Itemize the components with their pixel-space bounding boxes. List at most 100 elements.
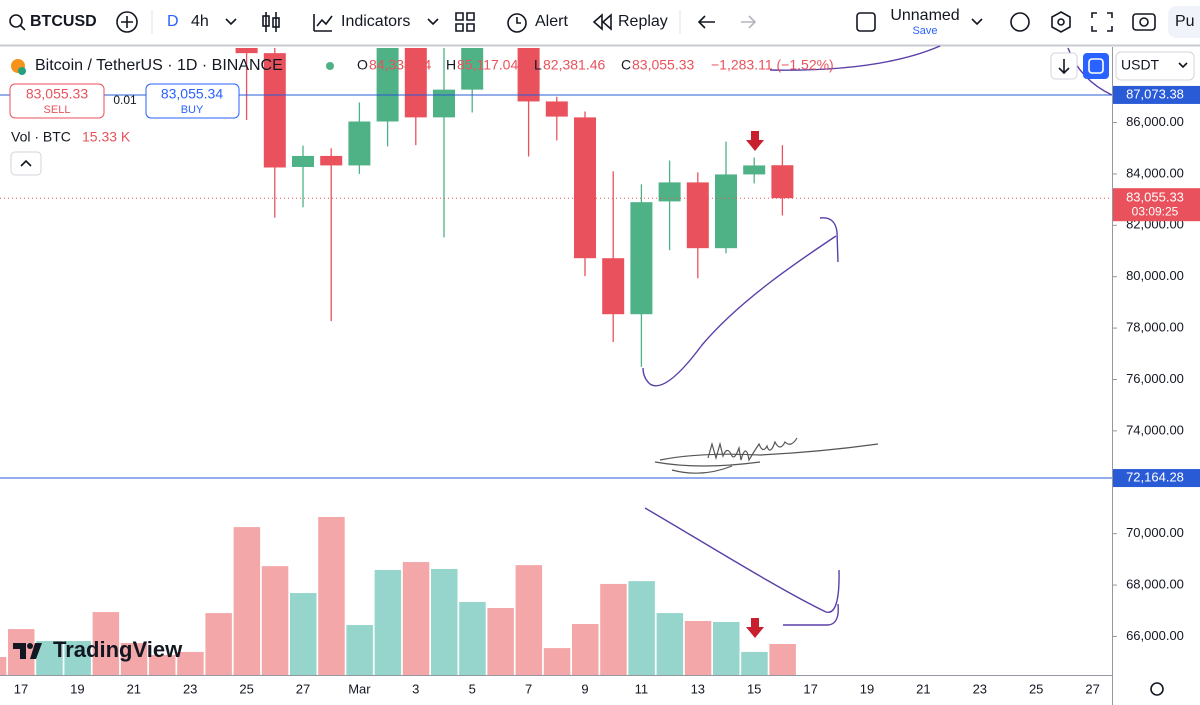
save[interactable]: Save xyxy=(912,25,937,37)
hline-label-bg xyxy=(1113,85,1200,104)
x-tick-label: 17 xyxy=(14,681,28,696)
collapse-button[interactable] xyxy=(10,151,42,176)
buy-price[interactable]: 83,055.34 xyxy=(161,86,223,102)
quick-search[interactable] xyxy=(1010,12,1030,32)
autoscale-button[interactable] xyxy=(1083,53,1109,79)
search-icon[interactable] xyxy=(9,14,23,28)
sell-label[interactable]: SELL xyxy=(44,104,71,116)
volume-bar xyxy=(684,620,712,675)
candle-body xyxy=(630,202,653,315)
buy-label[interactable]: BUY xyxy=(181,104,204,116)
volume-bar xyxy=(572,624,599,675)
volume-bar xyxy=(487,608,514,675)
legend-key: L xyxy=(534,57,542,73)
volume-bar xyxy=(149,654,176,675)
candle-body xyxy=(658,182,681,202)
settings-icon[interactable] xyxy=(1051,11,1071,33)
undo[interactable] xyxy=(697,15,715,29)
volume-bar xyxy=(290,593,317,675)
alert-icon[interactable] xyxy=(507,13,527,33)
axis-settings[interactable] xyxy=(1150,682,1164,696)
sell-button[interactable] xyxy=(9,83,105,119)
x-tick-label: Mar xyxy=(348,681,371,696)
symbol[interactable]: BTCUSD xyxy=(30,13,97,30)
symbol-logo-sub xyxy=(18,67,26,75)
y-tick-label: 66,000.00 xyxy=(1126,628,1184,643)
volume-bar xyxy=(741,651,768,675)
volume-bar xyxy=(64,641,91,675)
candle-body xyxy=(404,48,427,118)
volume-label: Vol · BTC xyxy=(11,129,71,145)
volume-bar xyxy=(374,569,402,675)
spread: 0.01 xyxy=(113,93,137,107)
chevron[interactable] xyxy=(427,18,439,26)
x-tick-label: 9 xyxy=(581,681,588,696)
drawings xyxy=(642,45,1113,638)
candle-body xyxy=(433,89,455,118)
x-tick-label: 3 xyxy=(412,681,419,696)
templates-icon[interactable] xyxy=(455,12,475,32)
legend-value: 82,381.46 xyxy=(543,57,605,73)
volume-bar xyxy=(713,621,740,675)
arrow-drawing xyxy=(746,131,764,151)
x-tick-label: 23 xyxy=(183,681,197,696)
interval-letter[interactable]: D xyxy=(167,13,179,30)
chevron[interactable] xyxy=(225,18,237,26)
chevron[interactable] xyxy=(971,18,983,26)
publish[interactable]: Pu xyxy=(1175,13,1195,30)
y-tick-label: 70,000.00 xyxy=(1126,525,1184,540)
volume-pane xyxy=(0,516,796,675)
plus xyxy=(121,16,133,28)
x-tick-label: 19 xyxy=(860,681,874,696)
drawing xyxy=(644,507,840,613)
x-tick-label: 17 xyxy=(803,681,817,696)
volume-bar xyxy=(120,643,148,675)
volume-bar xyxy=(515,565,543,675)
alert[interactable]: Alert xyxy=(535,13,568,30)
interval[interactable]: 4h xyxy=(191,13,209,30)
x-tick-label: 25 xyxy=(239,681,253,696)
arrow-drawing xyxy=(746,618,764,638)
replay-icon[interactable] xyxy=(592,13,612,31)
hline-label-bg xyxy=(1113,469,1200,488)
y-tick-label: 78,000.00 xyxy=(1126,320,1184,335)
y-tick-label: 74,000.00 xyxy=(1126,422,1184,437)
buy-button[interactable] xyxy=(145,83,240,119)
replay[interactable]: Replay xyxy=(618,13,668,30)
layout-name[interactable]: Unnamed xyxy=(890,7,959,24)
candle-body xyxy=(771,165,794,199)
autoscale-icon xyxy=(1088,58,1104,74)
logo-dot xyxy=(27,643,33,649)
snapshot[interactable] xyxy=(1132,13,1156,31)
indicators-icon[interactable] xyxy=(313,14,333,32)
legend-key: O xyxy=(357,57,368,73)
sell-price[interactable]: 83,055.33 xyxy=(26,86,88,102)
layout-icon[interactable] xyxy=(856,12,876,32)
currency-select[interactable] xyxy=(1115,51,1195,81)
hline-label: 87,073.38 xyxy=(1126,86,1184,101)
drawing xyxy=(642,235,837,387)
search-icon-handle xyxy=(19,24,26,31)
add-symbol[interactable] xyxy=(116,11,138,33)
candle-body xyxy=(574,117,596,259)
x-tick-label: 15 xyxy=(747,681,761,696)
collapse-chevron xyxy=(20,159,32,167)
last-price-bg xyxy=(1113,188,1200,222)
x-tick-label: 27 xyxy=(1085,681,1099,696)
indicators[interactable]: Indicators xyxy=(341,13,410,30)
redo[interactable] xyxy=(741,15,757,29)
publish-button[interactable] xyxy=(1168,6,1200,38)
x-tick-label: 21 xyxy=(127,681,141,696)
volume-bar xyxy=(628,581,655,675)
settings-dot xyxy=(1057,18,1065,26)
market-status xyxy=(326,62,334,70)
y-tick-label: 76,000.00 xyxy=(1126,371,1184,386)
volume-bar xyxy=(769,643,796,675)
currency[interactable]: USDT xyxy=(1121,57,1160,73)
logo: TradingView xyxy=(53,637,183,662)
fullscreen[interactable] xyxy=(1091,12,1113,32)
y-tick-label: 80,000.00 xyxy=(1126,268,1184,283)
lens xyxy=(1139,17,1149,27)
down-arrow xyxy=(1058,59,1070,75)
x-tick-label: 7 xyxy=(525,681,532,696)
